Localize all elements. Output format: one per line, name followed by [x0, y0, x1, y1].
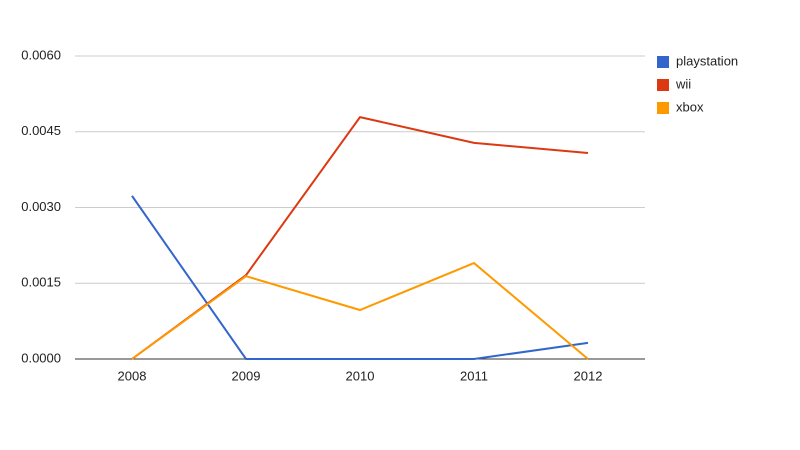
legend-swatch	[657, 102, 669, 114]
x-tick-label: 2009	[232, 368, 261, 383]
x-tick-label: 2010	[346, 368, 375, 383]
legend-label: xbox	[676, 99, 704, 114]
y-tick-label: 0.0060	[21, 47, 61, 62]
legend-swatch	[657, 56, 669, 68]
y-tick-label: 0.0000	[21, 350, 61, 365]
legend-label: playstation	[676, 53, 738, 68]
x-tick-label: 2012	[574, 368, 603, 383]
y-tick-label: 0.0030	[21, 199, 61, 214]
x-tick-label: 2011	[460, 368, 488, 383]
series-line	[131, 115, 589, 360]
y-tick-label: 0.0045	[21, 123, 61, 138]
x-tick-label: 2008	[118, 368, 147, 383]
series-line	[131, 261, 589, 360]
legend-label: wii	[675, 76, 691, 91]
y-tick-label: 0.0015	[21, 275, 61, 290]
series-line	[131, 195, 589, 360]
legend-swatch	[657, 79, 669, 91]
